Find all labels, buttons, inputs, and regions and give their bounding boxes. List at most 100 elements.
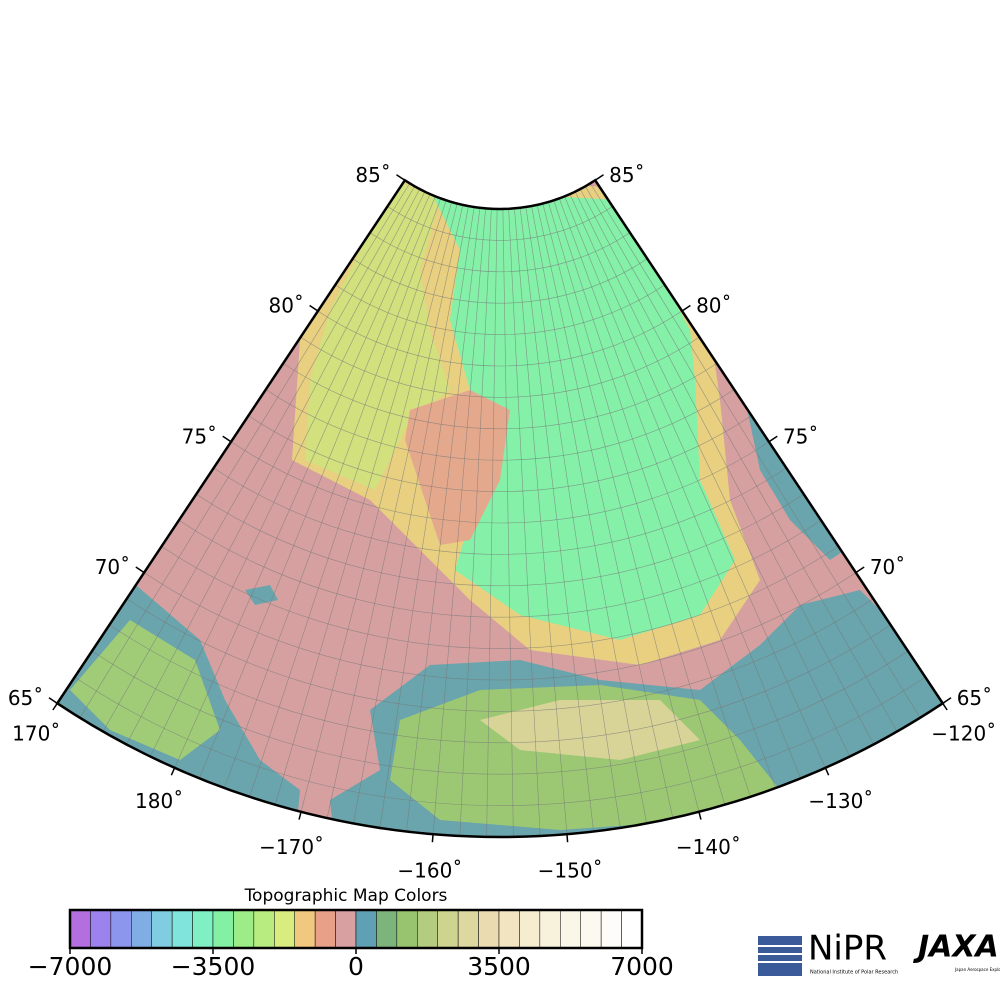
siberia-interior (70, 620, 220, 760)
colorbar-swatch (90, 909, 112, 949)
colorbar-tick-label: −7000 (28, 952, 113, 981)
colorbar-tick-label: 7000 (610, 952, 674, 981)
meridian (174, 194, 431, 768)
parallel (196, 493, 804, 587)
colorbar-swatch (192, 909, 214, 949)
meridian (525, 207, 621, 828)
lon-label: −160˚ (397, 859, 462, 883)
nipr-emblem-lines (758, 945, 802, 963)
colorbar-swatch (69, 909, 91, 949)
meridian (379, 207, 475, 828)
meridian (249, 200, 447, 797)
parallel (230, 441, 770, 524)
meridian (102, 186, 415, 732)
lon-label: 170˚ (12, 721, 60, 745)
colorbar-swatch (376, 909, 398, 949)
meridian (514, 208, 568, 835)
jaxa-logo: JAXA Japan Aerospace Exploration Agency (913, 930, 1000, 973)
lat-tick (48, 697, 58, 704)
meridian (224, 198, 442, 789)
colorbar-swatch (314, 909, 336, 949)
colorbar-swatch (600, 909, 622, 949)
colorbar-swatch (212, 909, 234, 949)
meridian (548, 201, 726, 805)
lat-tick (681, 304, 691, 312)
parallel (352, 258, 648, 304)
basin (430, 190, 735, 640)
parallel (369, 232, 631, 273)
lat-label: 65˚ (8, 686, 43, 710)
lon-tick (942, 702, 948, 711)
parallel (265, 389, 735, 461)
colorbar-tick-label: −3500 (171, 952, 256, 981)
alaska-range (480, 700, 700, 760)
colorbar-swatch (335, 909, 357, 949)
colorbar-swatch (110, 909, 132, 949)
parallel (387, 206, 613, 241)
meridian (353, 206, 469, 824)
colorbar-swatch (519, 909, 541, 949)
parallel (248, 415, 752, 492)
lon-label: −120˚ (931, 721, 996, 745)
meridian (502, 208, 514, 837)
parallel (161, 546, 839, 649)
parallel (335, 284, 665, 335)
meridian (274, 201, 452, 805)
parallel (126, 598, 874, 712)
meridian (531, 206, 647, 824)
nipr-text: NiPR (808, 929, 887, 969)
nipr-logo: NiPR National Institute of Polar Researc… (758, 929, 898, 976)
parallel (74, 676, 926, 806)
lon-tick (298, 811, 302, 820)
lat-label: 85˚ (355, 163, 390, 187)
lat-tick (222, 435, 232, 443)
island (245, 585, 278, 605)
meridian (553, 200, 751, 797)
parallel (109, 624, 891, 744)
lat-label: 70˚ (870, 555, 905, 579)
colorbar-swatch (539, 909, 561, 949)
colorbar-swatch (294, 909, 316, 949)
meridian (406, 207, 481, 832)
meridian (542, 203, 700, 812)
meridian (199, 196, 436, 779)
nipr-full: National Institute of Polar Research (810, 970, 898, 976)
meridian (585, 186, 898, 732)
lon-tick (52, 702, 58, 711)
colorbar-swatch (253, 909, 275, 949)
lat-tick (135, 566, 145, 574)
lat-tick (594, 174, 604, 181)
meridian (459, 208, 492, 837)
colorbar-swatch (457, 909, 479, 949)
meridian (432, 208, 486, 835)
lat-label: 85˚ (609, 163, 644, 187)
meridian (508, 208, 541, 837)
lon-tick (824, 767, 830, 776)
lat-label: 75˚ (182, 424, 217, 448)
meridian (519, 207, 594, 832)
lon-tick (431, 834, 434, 843)
lon-label: 180˚ (135, 789, 183, 813)
jaxa-text: JAXA (913, 930, 999, 965)
lat-tick (396, 174, 406, 181)
meridian (126, 188, 420, 745)
graticule (57, 180, 943, 837)
meridian (536, 204, 674, 819)
meridian (590, 183, 921, 718)
lon-label: −130˚ (808, 789, 873, 813)
lat-label: 75˚ (783, 424, 818, 448)
parallel (213, 467, 787, 555)
lat-label: 70˚ (95, 555, 130, 579)
map-labels: 85˚ 85˚ 80˚ 80˚ 75˚ 75˚ 70˚ 70˚ 65˚ 65˚ 170˚ 180˚ −1… (8, 163, 996, 883)
nipr-emblem (758, 936, 802, 976)
colorbar-tick-label: 0 (348, 952, 364, 981)
colorbar-swatch (355, 909, 377, 949)
lon-tick (698, 811, 702, 820)
meridian (486, 208, 498, 837)
colorbar-swatch (131, 909, 152, 949)
meridian (569, 194, 826, 768)
colorbar-swatch (171, 909, 193, 949)
colorbar-swatch (274, 909, 295, 949)
meridian (580, 188, 874, 745)
